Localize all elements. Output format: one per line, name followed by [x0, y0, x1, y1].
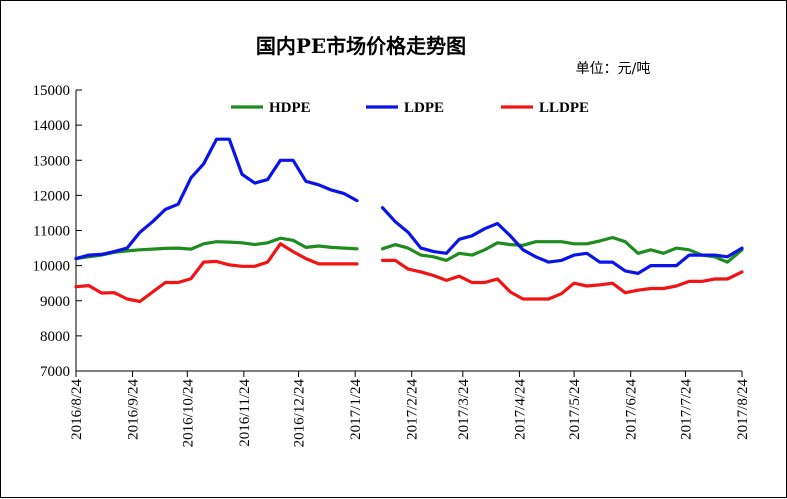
series-lines: [74, 137, 744, 304]
hdpe-legend-label: HDPE: [269, 100, 311, 116]
chart-title: 国内PE市场价格走势图: [256, 34, 466, 58]
x-tick-label: 2017/1/24: [348, 379, 364, 440]
x-tick-label: 2016/10/24: [180, 379, 196, 448]
lldpe-series-line: [380, 258, 744, 301]
x-tick-label: 2017/4/24: [512, 379, 528, 440]
x-tick-label: 2017/6/24: [624, 379, 640, 440]
x-tick-label: 2016/12/24: [292, 379, 308, 448]
x-tick-label: 2016/8/24: [69, 379, 85, 440]
x-tick-label: 2016/9/24: [126, 379, 142, 440]
x-tick-label: 2017/2/24: [405, 379, 421, 440]
x-tick-label: 2016/11/24: [237, 379, 253, 447]
y-tick-label: 11000: [33, 224, 70, 240]
x-tick-label: 2017/3/24: [456, 379, 472, 440]
y-tick-label: 12000: [33, 188, 71, 204]
lldpe-series-line: [74, 242, 359, 304]
ldpe-series-line: [74, 137, 359, 261]
ldpe-series-line: [380, 206, 744, 275]
ldpe-legend-label: LDPE: [404, 100, 444, 116]
lldpe-legend-label: LLDPE: [539, 100, 589, 116]
x-tick-label: 2017/7/24: [678, 379, 694, 440]
y-tick-label: 14000: [33, 118, 71, 134]
y-tick-label: 13000: [33, 153, 71, 169]
unit-label: 单位：元/吨: [576, 61, 651, 77]
x-tick-label: 2017/8/24: [735, 379, 751, 440]
x-tick-label: 2017/5/24: [567, 379, 583, 440]
y-tick-label: 15000: [33, 83, 71, 99]
y-tick-label: 7000: [40, 364, 70, 380]
y-tick-label: 9000: [40, 294, 70, 310]
hdpe-series-line: [74, 236, 359, 261]
axes: 7000 8000 9000 10000 11000 12000 13000 14000 150…: [33, 83, 752, 447]
hdpe-series-line: [380, 235, 744, 264]
legend: HDPE LDPE LLDPE: [231, 100, 589, 116]
y-tick-label: 8000: [40, 329, 70, 345]
y-tick-label: 10000: [33, 259, 71, 275]
